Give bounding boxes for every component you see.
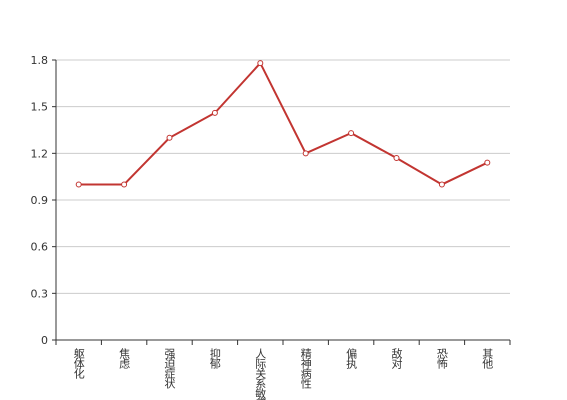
- x-tick-label: 焦虑: [118, 348, 131, 369]
- x-tick-label: 敌对: [390, 347, 403, 369]
- y-tick-label: 1.8: [31, 54, 49, 67]
- point: [302, 150, 309, 157]
- point: [393, 155, 400, 161]
- x-tick-label: 偏执: [345, 347, 358, 370]
- point: [121, 181, 128, 188]
- x-tick-label: 人际关系敏感: [254, 348, 267, 400]
- y-tick-label: 1.5: [31, 101, 49, 114]
- x-tick-label: 躯体化: [72, 348, 85, 380]
- x-tick-label: 其他: [481, 348, 494, 369]
- point: [438, 181, 445, 188]
- point: [257, 60, 264, 67]
- y-tick-label: 0.6: [31, 241, 49, 254]
- point: [166, 134, 173, 141]
- x-tick-label: 精神病性: [299, 348, 312, 390]
- x-tick-label: 抑郁: [208, 347, 221, 369]
- y-tick-label: 0.3: [31, 287, 49, 300]
- point: [348, 130, 355, 137]
- x-tick-label: 恐怖: [435, 348, 448, 369]
- y-tick-label: 0.9: [31, 194, 49, 207]
- x-tick-label: 强迫症状: [163, 348, 176, 389]
- y-tick-label: 1.2: [31, 147, 49, 160]
- line: [78, 61, 488, 186]
- point: [75, 181, 82, 188]
- point: [484, 159, 491, 166]
- point: [211, 109, 218, 116]
- y-tick-label: 0: [41, 334, 48, 347]
